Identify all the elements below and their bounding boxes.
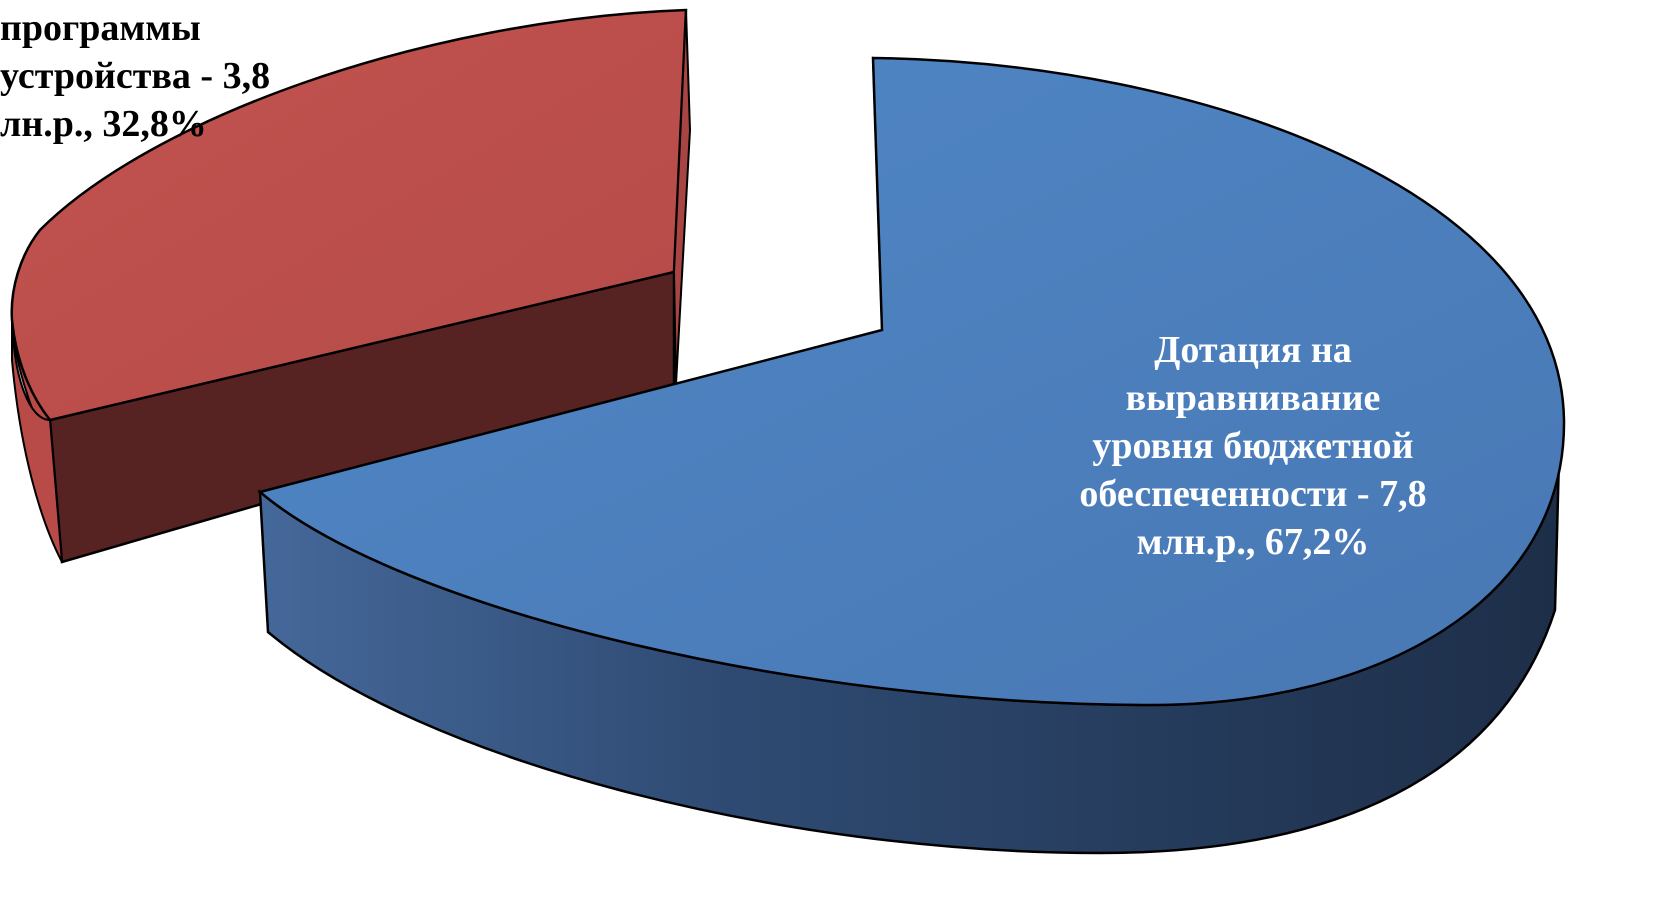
slice-program-top xyxy=(10,8,688,422)
slice-program-right-edge xyxy=(672,9,692,385)
slice-program-label-line: программы xyxy=(0,7,201,49)
slice-dotation-top xyxy=(257,56,1566,707)
slice-program-label-line: лн.р., 32,8% xyxy=(0,103,207,145)
slice-program-side-edge xyxy=(11,319,63,563)
slice-dotation-label: Дотация на выравнивание уровня бюджетной об… xyxy=(1079,329,1426,563)
slice-program-label-line: устройства - 3,8 xyxy=(0,55,270,97)
slice-dotation-label-line: млн.р., 67,2% xyxy=(1137,521,1370,563)
slice-dotation-label-line: Дотация на xyxy=(1154,329,1352,371)
slice-program xyxy=(10,8,692,564)
slice-program-label: программы устройства - 3,8 лн.р., 32,8% xyxy=(0,7,270,145)
slice-dotation-label-line: уровня бюджетной xyxy=(1092,425,1413,467)
slice-dotation-label-line: обеспеченности - 7,8 xyxy=(1079,473,1426,515)
slice-dotation-label-line: выравнивание xyxy=(1126,377,1381,419)
slice-dotation xyxy=(257,56,1566,855)
